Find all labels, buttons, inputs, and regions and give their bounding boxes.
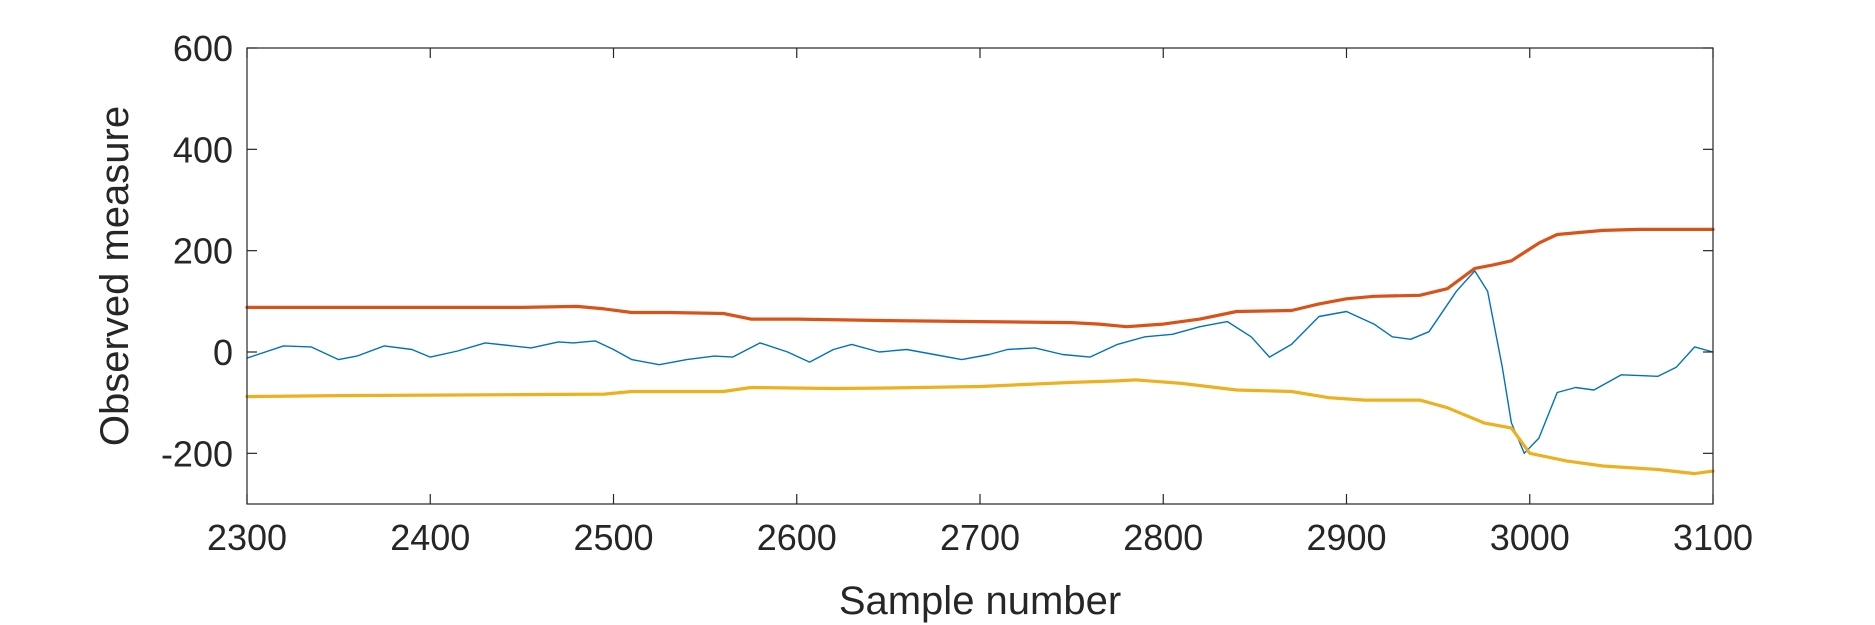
ticks-layer [246,47,1714,504]
series-line-3 [245,378,1715,476]
x-tick-label: 3000 [1490,517,1570,558]
x-tick-label: 2400 [390,517,470,558]
y-tick-label: -200 [161,433,233,474]
series-line-1 [246,270,1714,454]
x-tick-label: 2500 [573,517,653,558]
x-axis-label: Sample number [839,579,1121,623]
x-tick-label: 2800 [1123,517,1203,558]
y-tick-label: 400 [173,129,233,170]
x-tick-label: 3100 [1673,517,1753,558]
series-line-2 [245,227,1715,329]
x-tick-label: 2600 [757,517,837,558]
series-layer [245,227,1715,476]
x-tick-label: 2900 [1306,517,1386,558]
y-tick-label: 600 [173,28,233,69]
y-axis-label: Observed measure [93,106,137,446]
y-tick-label: 200 [173,231,233,272]
x-tick-label: 2700 [940,517,1020,558]
tick-labels-layer: 2300 2400 2500 2600 2700 2800 2900 3000 3100 600 4… [161,28,1753,558]
plot-area-frame [246,47,1714,505]
x-tick-label: 2300 [207,517,287,558]
y-tick-label: 0 [213,332,233,373]
